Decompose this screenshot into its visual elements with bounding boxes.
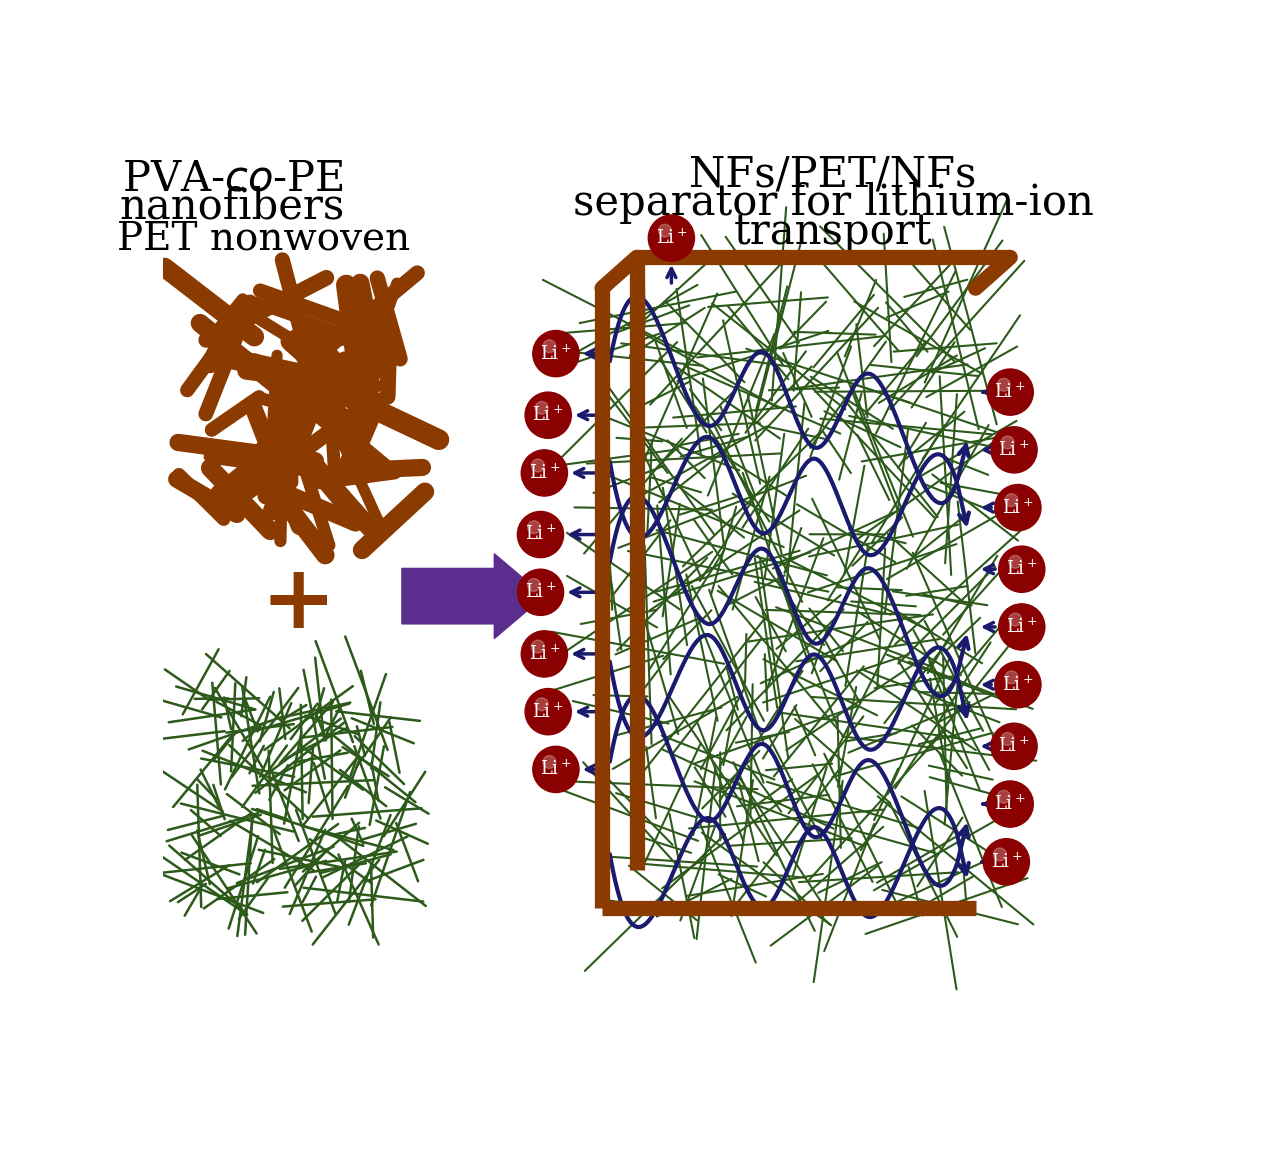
Circle shape xyxy=(527,521,540,534)
Text: Li$^+$: Li$^+$ xyxy=(1006,560,1038,578)
FancyArrow shape xyxy=(402,554,544,638)
Circle shape xyxy=(535,698,548,711)
Circle shape xyxy=(517,512,563,558)
Circle shape xyxy=(535,401,548,414)
Text: Li$^+$: Li$^+$ xyxy=(991,852,1023,872)
Circle shape xyxy=(531,641,544,653)
Text: Li$^+$: Li$^+$ xyxy=(525,583,557,601)
Circle shape xyxy=(521,631,567,677)
Circle shape xyxy=(983,838,1029,884)
Text: +: + xyxy=(260,560,335,647)
Circle shape xyxy=(987,369,1033,415)
Text: transport: transport xyxy=(733,212,932,253)
Text: Li$^+$: Li$^+$ xyxy=(529,644,561,664)
Circle shape xyxy=(517,569,563,615)
Text: PET nonwoven: PET nonwoven xyxy=(116,221,410,258)
Circle shape xyxy=(997,790,1010,803)
Text: separator for lithium-ion: separator for lithium-ion xyxy=(572,182,1093,224)
Circle shape xyxy=(531,459,544,471)
Circle shape xyxy=(543,339,556,353)
Text: Li$^+$: Li$^+$ xyxy=(1002,498,1034,518)
Circle shape xyxy=(1001,733,1014,745)
Circle shape xyxy=(543,756,556,768)
Circle shape xyxy=(997,378,1010,391)
Circle shape xyxy=(525,392,571,438)
Circle shape xyxy=(1005,670,1018,684)
Text: Li$^+$: Li$^+$ xyxy=(655,229,687,247)
Text: Li$^+$: Li$^+$ xyxy=(529,463,561,483)
Circle shape xyxy=(525,689,571,735)
Circle shape xyxy=(1009,555,1021,568)
Text: Li$^+$: Li$^+$ xyxy=(540,344,572,363)
Text: Li$^+$: Li$^+$ xyxy=(532,406,564,424)
Circle shape xyxy=(991,723,1037,769)
Circle shape xyxy=(1001,436,1014,449)
Text: Li$^+$: Li$^+$ xyxy=(998,440,1030,460)
Circle shape xyxy=(991,427,1037,473)
Circle shape xyxy=(993,848,1006,861)
Circle shape xyxy=(527,578,540,591)
Text: Li$^+$: Li$^+$ xyxy=(998,737,1030,756)
Text: NFs/PET/NFs: NFs/PET/NFs xyxy=(690,153,977,196)
Circle shape xyxy=(1005,493,1018,507)
Circle shape xyxy=(995,484,1041,530)
Circle shape xyxy=(648,215,695,261)
Circle shape xyxy=(532,330,579,377)
Circle shape xyxy=(998,604,1044,650)
Circle shape xyxy=(1009,613,1021,626)
Text: Li$^+$: Li$^+$ xyxy=(995,383,1027,401)
Text: PVA-$\mathit{co}$-PE: PVA-$\mathit{co}$-PE xyxy=(122,158,343,199)
Text: Li$^+$: Li$^+$ xyxy=(540,760,572,779)
Circle shape xyxy=(998,546,1044,592)
Circle shape xyxy=(658,224,672,237)
Text: Li$^+$: Li$^+$ xyxy=(525,524,557,544)
Text: Li$^+$: Li$^+$ xyxy=(1006,618,1038,637)
Circle shape xyxy=(987,781,1033,827)
Text: nanofibers: nanofibers xyxy=(120,186,346,228)
Circle shape xyxy=(521,450,567,496)
Circle shape xyxy=(532,746,579,792)
Circle shape xyxy=(995,661,1041,707)
Text: Li$^+$: Li$^+$ xyxy=(995,795,1027,814)
Text: Li$^+$: Li$^+$ xyxy=(532,702,564,721)
Text: Li$^+$: Li$^+$ xyxy=(1002,675,1034,695)
